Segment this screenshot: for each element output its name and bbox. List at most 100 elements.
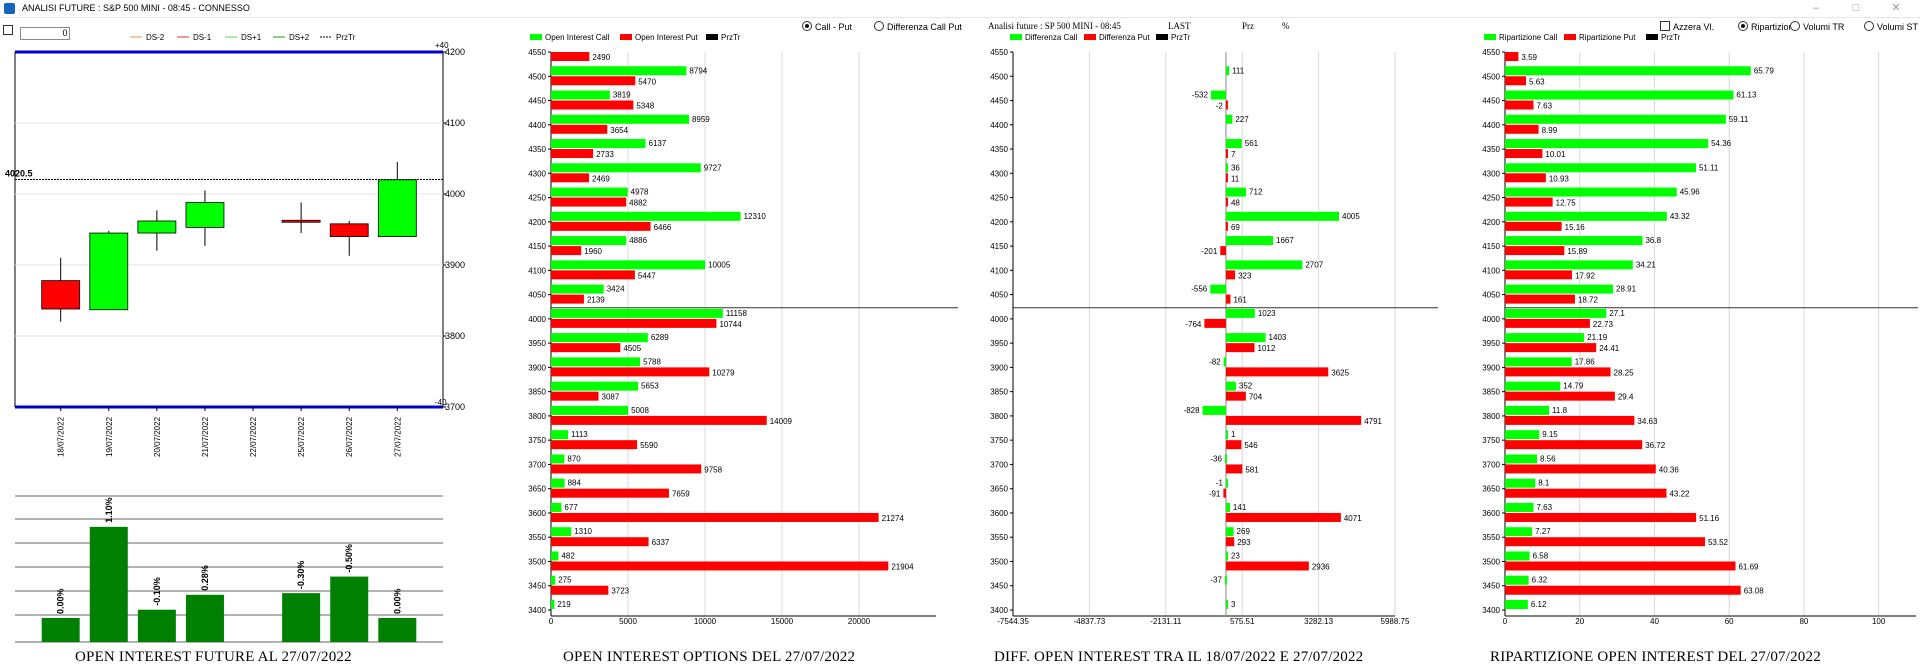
call-label: 1 [1231,430,1236,439]
ytick-label: 3500 [1482,557,1500,566]
ytick-label: 3550 [528,533,546,542]
call-bar [1505,478,1536,488]
call-label: 111 [1232,66,1245,75]
call-bar [1505,430,1540,440]
legend-label: PrzTr [721,33,741,42]
put-bar [1505,415,1635,425]
call-label: 6289 [651,333,669,342]
ytick-label: 3450 [1482,582,1500,591]
volumi-st-radio[interactable]: Volumi ST [1864,21,1918,32]
put-label: 63.08 [1744,587,1765,596]
call-bar [1225,430,1228,440]
ytick-label: 4450 [1482,97,1500,106]
call-bar [551,430,569,440]
legend-label: DS-2 [146,33,165,42]
put-label: 3.59 [1521,53,1537,62]
call-put-radio[interactable]: Call - Put [802,21,852,32]
volumi-tr-radio[interactable]: Volumi TR [1790,21,1844,32]
ytick-label: 3650 [990,485,1008,494]
put-bar [1505,294,1575,304]
ytick-label: 4100 [445,118,465,128]
call-bar [1505,551,1530,561]
call-label: -828 [1184,406,1201,415]
options-panel: Open Interest Call Open Interest Put PrzTr… [480,18,960,666]
close-button[interactable]: ✕ [1891,2,1901,14]
call-bar [1224,454,1227,464]
call-label: 34.21 [1636,260,1657,269]
put-label: 293 [1237,538,1251,547]
options-chart: Open Interest Call Open Interest Put PrzTr… [528,33,958,626]
put-label: 28.25 [1614,368,1635,377]
minimize-button[interactable]: – [1812,2,1820,14]
call-bar [551,405,629,415]
ytick-label: 4200 [528,218,546,227]
put-bar [1225,197,1228,207]
call-label: 1310 [574,527,592,536]
volumi-tr-radio-dot[interactable] [1790,21,1800,31]
maximize-button[interactable]: □ [1852,2,1860,14]
ytick-label: 3800 [1482,412,1500,421]
put-label: 2139 [587,296,605,305]
call-bar [551,478,565,488]
put-label: 5.63 [1529,77,1545,86]
ripartizione-radio[interactable]: Ripartizione [1738,21,1799,32]
legend-swatch [530,34,542,40]
diff-panel: Differenza Call Differenza Put PrzTr -7544.… [960,18,1440,666]
volumi-st-radio-dot[interactable] [1864,21,1874,31]
call-label: 21.19 [1587,333,1608,342]
ytick-label: 4350 [1482,145,1500,154]
call-bar [551,575,556,585]
ytick-label: 4000 [990,315,1008,324]
ytick-label: 4300 [990,169,1008,178]
xtick-label: 100 [1872,617,1886,626]
put-label: 2733 [596,150,614,159]
ytick-label: 4050 [1482,291,1500,300]
ytick-label: 3950 [528,339,546,348]
call-bar [1225,333,1266,343]
put-label: 546 [1244,441,1258,450]
call-bar [1505,163,1696,173]
ytick-label: 3800 [990,412,1008,421]
azzera-box[interactable] [1660,21,1670,31]
ytick-label: 4250 [1482,194,1500,203]
ytick-label: 4250 [990,194,1008,203]
call-bar [1225,260,1303,270]
ytick-label: 4400 [1482,121,1500,130]
diff-call-put-radio-dot[interactable] [874,21,884,31]
call-label: 8.56 [1540,454,1556,463]
put-bar [551,464,702,474]
put-label: 7659 [672,490,690,499]
pct-bar [137,609,176,642]
call-label: 3424 [607,285,625,294]
call-put-radio-dot[interactable] [802,21,812,31]
pct-bar [89,526,128,642]
put-bar [1225,343,1255,353]
put-label: 29.4 [1618,393,1634,402]
call-label: 352 [1239,382,1253,391]
azzera-checkbox[interactable]: Azzera Vl. [1660,21,1714,32]
counter-checkbox[interactable] [3,25,13,35]
put-bar [551,173,590,183]
call-label: 6.32 [1532,576,1548,585]
call-label: 11.8 [1552,406,1568,415]
put-label: 34.63 [1637,417,1658,426]
ytick-label: 3900 [445,260,465,270]
call-label: 5653 [641,382,659,391]
ytick-label: 3800 [528,412,546,421]
ripartizione-radio-dot[interactable] [1738,21,1748,31]
put-label: 4791 [1364,417,1382,426]
xtick-label: 19/07/2022 [105,416,114,457]
put-bar [1505,561,1736,571]
put-label: 10.93 [1549,174,1570,183]
put-bar [1505,124,1539,134]
ytick-label: 3500 [528,557,546,566]
ytick-label: 3850 [528,388,546,397]
ytick-label: 4500 [1482,72,1500,81]
counter-input[interactable]: 0 [20,27,71,40]
diff-call-put-radio[interactable]: Differenza Call Put [874,21,962,32]
put-bar [1225,270,1236,280]
put-bar [551,294,584,304]
put-label: 15.16 [1565,223,1586,232]
pct-bar [330,576,369,642]
xtick-label: 80 [1799,617,1808,626]
